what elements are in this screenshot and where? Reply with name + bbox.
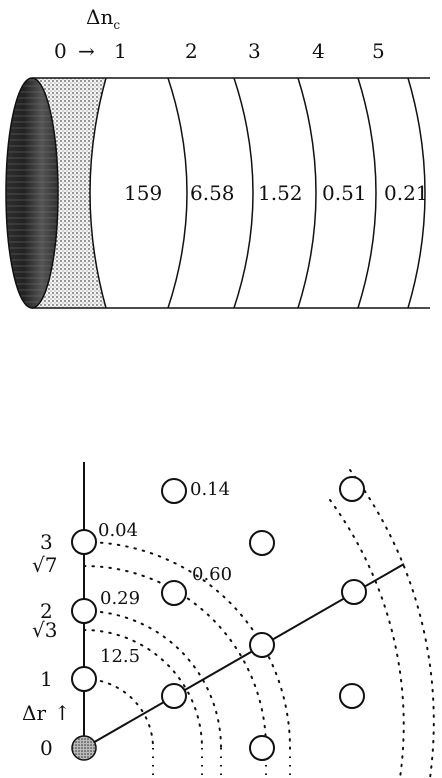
tick-0: 0 [40,736,53,760]
arc-r2 [83,610,222,749]
cylinder-right-end [407,77,426,309]
shell-index-0: 0 [54,39,67,63]
tick-2: 2 [40,599,53,623]
up-arrow-icon: ↑ [54,701,71,725]
arc-r1 [83,678,154,749]
site-c [249,530,275,556]
tick-3: 3 [40,530,53,554]
shell-value-2: 6.58 [190,181,235,205]
site-diag-1 [161,683,187,709]
arc-r3 [83,541,291,749]
shell-index-1: 1 [114,39,127,63]
shell-index-4: 4 [312,39,325,63]
tick-1: 1 [40,667,53,691]
value-12-5: 12.5 [100,646,140,667]
shell-boundary-2 [167,77,188,309]
cylinder-diagram: Δnc 0 → 1 2 3 4 5 159 6.58 1.52 0.51 0.2… [5,5,430,309]
shell-boundary-5 [357,77,377,309]
shell-value-1: 159 [124,181,162,205]
shell-index-2: 2 [185,39,198,63]
origin-site [71,735,97,761]
tick-sqrt3: √3 [32,618,57,642]
arc-outer-1 [349,469,435,778]
shell-boundary-1 [89,77,107,309]
shell-value-3: 1.52 [258,181,303,205]
tick-sqrt7: √7 [32,553,57,577]
value-0-29: 0.29 [100,588,140,609]
delta-r-label: Δr [22,701,46,725]
site-e [339,683,365,709]
lattice-diagram: 3 √7 2 √3 1 0 Δr ↑ 0.04 0.14 0.29 0.60 1… [22,462,435,778]
site-y3 [71,529,97,555]
shell-index-5: 5 [372,39,385,63]
site-y1 [71,666,97,692]
shell-value-5: 0.21 [384,181,429,205]
shell-index-3: 3 [248,39,261,63]
delta-n-label: Δnc [86,5,120,32]
site-b [161,478,187,504]
shell-boundary-4 [297,77,317,309]
value-0-14: 0.14 [190,479,230,500]
site-d [339,476,365,502]
site-y2 [71,598,97,624]
site-a [161,580,187,606]
arc-sqrt3 [83,629,203,749]
cylinder-end-face [5,77,59,309]
arc-outer-2 [329,499,405,778]
site-diag-3 [341,579,367,605]
shell-boundary-3 [233,77,254,309]
value-0-04: 0.04 [98,520,138,541]
site-diag-2 [249,632,275,658]
arrow-label: → [78,39,95,63]
value-0-60: 0.60 [192,564,232,585]
site-f [249,735,275,761]
shell-value-4: 0.51 [322,181,367,205]
